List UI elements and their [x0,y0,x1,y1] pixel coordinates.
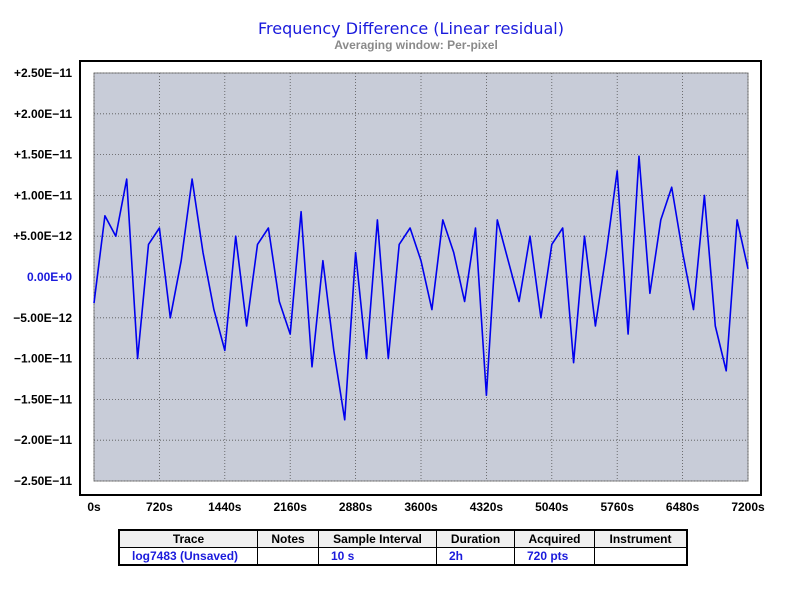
cell-sample-interval: 10 s [318,547,437,566]
x-axis-ticks: 0s 720s 1440s 2160s 2880s 3600s 4320s 5040s 5760… [87,500,765,514]
chart-subtitle: Averaging window: Per-pixel [334,38,498,52]
header-instrument: Instrument [594,529,688,548]
x-tick-label: 7200s [731,500,765,514]
y-tick-label: −5.00E−12 [13,311,72,325]
y-axis-ticks: +2.50E−11 +2.00E−11 +1.50E−11 +1.00E−11 +5.0… [13,66,72,488]
header-duration: Duration [436,529,515,548]
grid-lines [93,72,749,482]
cell-instrument [594,547,688,566]
header-trace: Trace [118,529,258,548]
x-tick-label: 3600s [404,500,438,514]
y-tick-label: +1.00E−11 [14,188,72,202]
x-tick-label: 1440s [208,500,242,514]
series-group [93,155,749,421]
chart-title: Frequency Difference (Linear residual) [258,19,564,38]
x-tick-label: 6480s [666,500,700,514]
x-tick-label: 720s [146,500,173,514]
info-table: Trace Notes Sample Interval Duration Acq… [118,529,688,566]
header-sample-interval: Sample Interval [318,529,437,548]
y-tick-label: +2.00E−11 [14,107,72,121]
x-tick-label: 0s [87,500,101,514]
y-tick-label: +5.00E−12 [13,229,72,243]
cell-notes [257,547,319,566]
x-tick-label: 2160s [274,500,308,514]
y-tick-label: 0.00E+0 [27,270,72,284]
x-tick-label: 5040s [535,500,569,514]
y-tick-label: +2.50E−11 [14,66,72,80]
cell-duration: 2h [436,547,515,566]
y-tick-label: −2.00E−11 [14,433,72,447]
y-tick-label: −1.00E−11 [14,352,72,366]
series-line [93,155,749,421]
x-tick-label: 5760s [601,500,635,514]
header-acquired: Acquired [514,529,595,548]
cell-trace[interactable]: log7483 (Unsaved) [118,547,258,566]
y-tick-label: −1.50E−11 [14,392,72,406]
y-tick-label: −2.50E−11 [14,474,72,488]
x-tick-label: 4320s [470,500,504,514]
x-tick-label: 2880s [339,500,373,514]
info-table-header-row: Trace Notes Sample Interval Duration Acq… [118,529,688,548]
header-notes: Notes [257,529,319,548]
cell-acquired: 720 pts [514,547,595,566]
table-row: log7483 (Unsaved) 10 s 2h 720 pts [118,547,688,566]
y-tick-label: +1.50E−11 [14,148,72,162]
chart: Frequency Difference (Linear residual) A… [13,19,765,514]
